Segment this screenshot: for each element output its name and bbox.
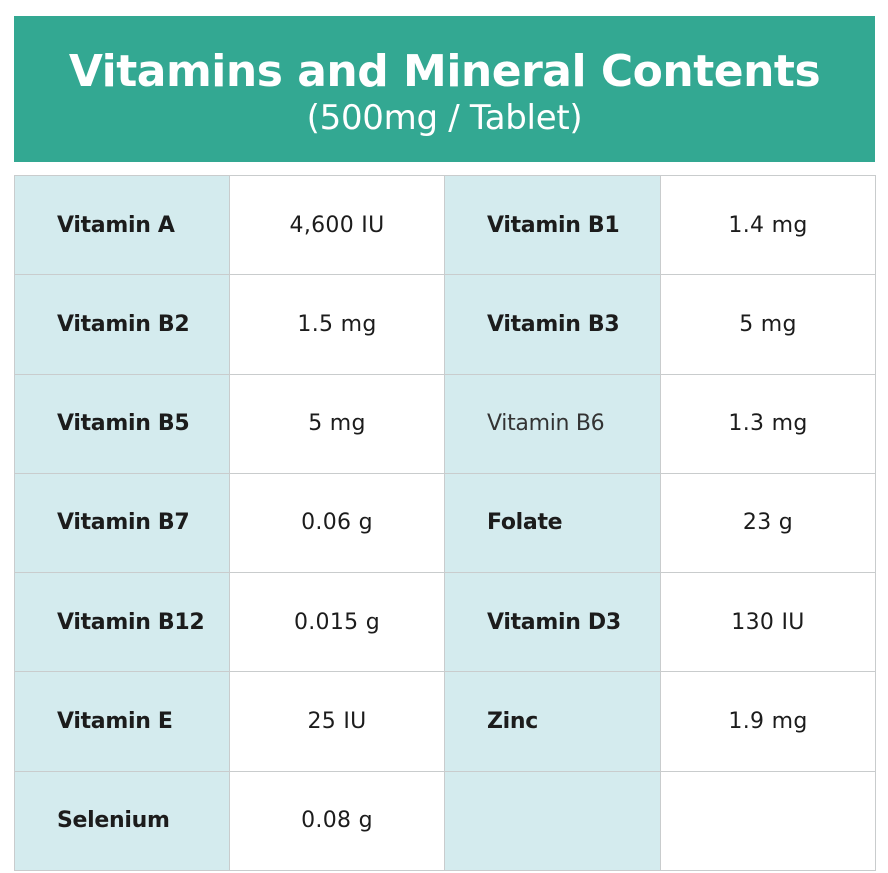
- nutrient-amount: 130 IU: [660, 572, 876, 673]
- nutrient-name: Vitamin E: [14, 671, 230, 772]
- table-row: Vitamin E 25 IU Zinc 1.9 mg: [14, 671, 876, 772]
- nutrient-amount: 1.4 mg: [660, 174, 876, 276]
- nutrient-amount: 1.9 mg: [660, 671, 876, 772]
- empty-amount-cell: [660, 770, 876, 872]
- nutrient-name: Vitamin B1: [444, 174, 661, 276]
- header-banner: Vitamins and Mineral Contents (500mg / T…: [14, 16, 875, 162]
- nutrient-name: Folate: [444, 472, 661, 574]
- nutrient-amount: 5 mg: [229, 373, 445, 474]
- table-row: Selenium 0.08 g: [14, 770, 876, 872]
- nutrient-name: Vitamin B3: [444, 274, 661, 375]
- nutrient-amount: 5 mg: [660, 274, 876, 375]
- nutrient-name: Vitamin B5: [14, 373, 230, 474]
- empty-name-cell: [444, 770, 661, 872]
- table-row: Vitamin B7 0.06 g Folate 23 g: [14, 472, 876, 574]
- nutrient-name: Vitamin B7: [14, 472, 230, 574]
- nutrient-amount: 1.5 mg: [229, 274, 445, 375]
- nutrient-name: Selenium: [14, 770, 230, 872]
- nutrient-amount: 0.08 g: [229, 770, 445, 872]
- table-row: Vitamin A 4,600 IU Vitamin B1 1.4 mg: [14, 174, 876, 276]
- page-title: Vitamins and Mineral Contents: [68, 46, 821, 97]
- table-row: Vitamin B12 0.015 g Vitamin D3 130 IU: [14, 572, 876, 673]
- nutrient-amount: 23 g: [660, 472, 876, 574]
- nutrient-amount: 1.3 mg: [660, 373, 876, 474]
- nutrient-amount: 0.06 g: [229, 472, 445, 574]
- nutrient-amount: 4,600 IU: [229, 174, 445, 276]
- nutrient-amount: 25 IU: [229, 671, 445, 772]
- nutrient-name: Vitamin B6: [444, 373, 661, 474]
- nutrient-name: Zinc: [444, 671, 661, 772]
- nutrient-amount: 0.015 g: [229, 572, 445, 673]
- table-row: Vitamin B2 1.5 mg Vitamin B3 5 mg: [14, 274, 876, 375]
- nutrient-name: Vitamin B12: [14, 572, 230, 673]
- table-row: Vitamin B5 5 mg Vitamin B6 1.3 mg: [14, 373, 876, 474]
- page-subtitle: (500mg / Tablet): [306, 98, 583, 138]
- nutrient-name: Vitamin A: [14, 174, 230, 276]
- nutrient-name: Vitamin D3: [444, 572, 661, 673]
- nutrient-table: Vitamin A 4,600 IU Vitamin B1 1.4 mg Vit…: [14, 174, 876, 872]
- nutrient-name: Vitamin B2: [14, 274, 230, 375]
